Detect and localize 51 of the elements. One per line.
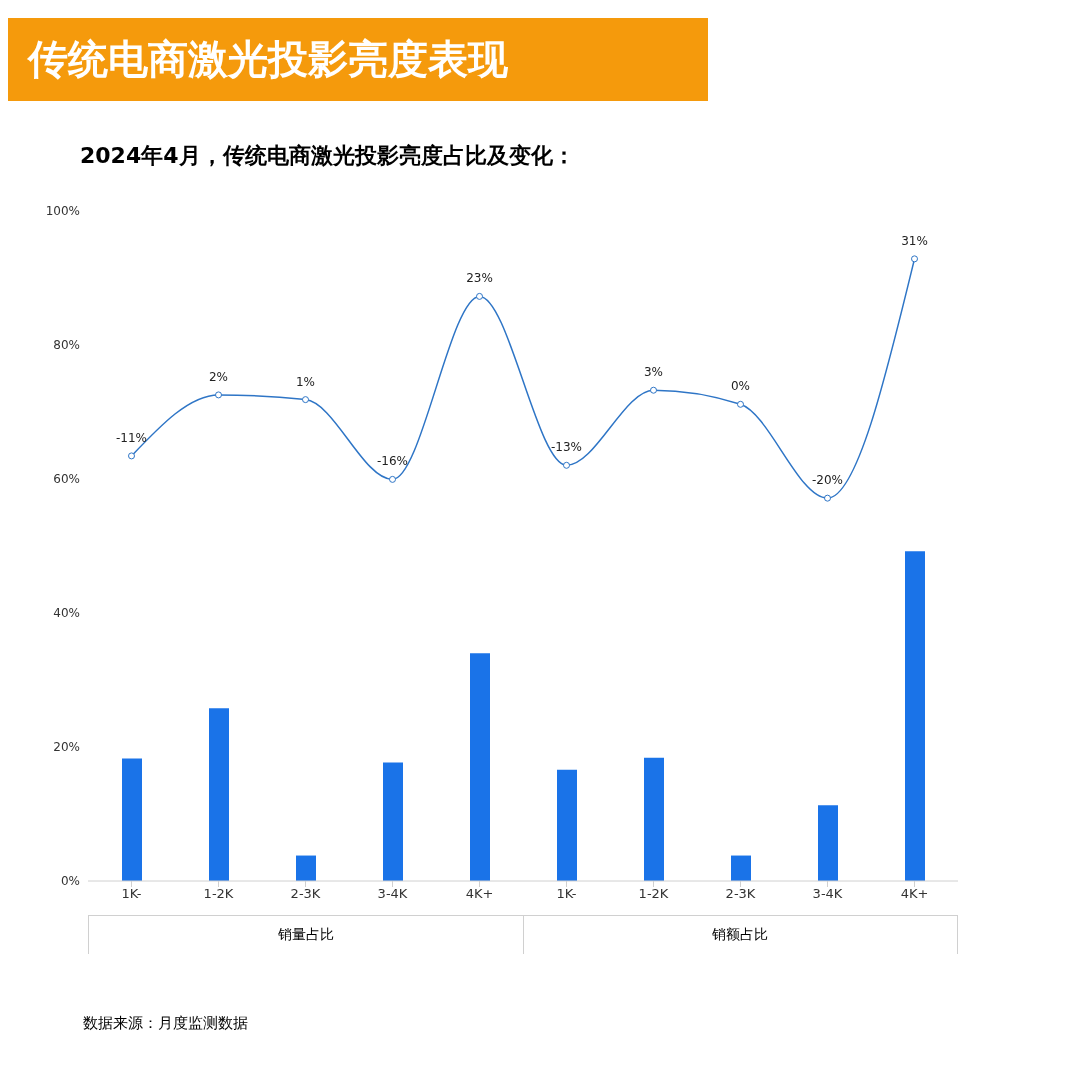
data-label: -11% [115,430,148,445]
point [128,452,135,460]
data-label: 3% [643,365,664,380]
bar [209,708,229,881]
point [389,475,396,483]
bar [905,551,925,881]
point [824,494,831,502]
data-label: 31% [901,233,928,248]
y-tick-label: 40% [53,606,80,621]
data-label: 0% [730,379,751,394]
x-tick-label: 3-4K [812,886,843,902]
chart-subtitle: 2024年4月，传统电商激光投影亮度占比及变化： [80,142,576,170]
y-tick-label: 0% [60,874,80,889]
y-tick-label: 60% [53,472,80,487]
data-label: -16% [376,454,409,469]
point [911,255,918,263]
bar [644,757,664,881]
x-tick-label: 1-2K [203,886,234,902]
point [215,391,222,399]
y-tick-label: 20% [53,740,80,755]
data-label: -20% [811,473,844,488]
point [302,396,309,404]
y-tick-label: 80% [53,338,80,353]
bar [122,758,142,881]
data-label: -13% [550,440,583,455]
point [650,386,657,394]
chart-title: 传统电商激光投影亮度表现 [28,36,508,82]
bar [557,769,577,881]
x-tick-label: 4K+ [900,886,929,902]
x-tick-label: 1K- [556,886,577,902]
x-tick-label: 2-3K [290,886,321,902]
point [737,400,744,408]
data-label: 1% [295,374,316,389]
bar [731,855,751,881]
x-tick-label: 4K+ [465,886,494,902]
x-tick-label: 1-2K [638,886,669,902]
x-tick-label: 1K- [121,886,142,902]
bar [296,855,316,881]
y-tick-label: 100% [45,204,80,219]
data-label: 23% [466,271,493,286]
point [476,292,483,300]
text: 销量占比 [88,916,523,954]
data-label: 2% [208,369,229,384]
bar [383,762,403,881]
source-note: 数据来源：月度监测数据 [83,1014,249,1033]
bar [470,653,490,881]
bar [818,805,838,881]
x-tick-label: 3-4K [377,886,408,902]
point [563,461,570,469]
text: 销额占比 [522,916,958,954]
x-tick-label: 2-3K [725,886,756,902]
